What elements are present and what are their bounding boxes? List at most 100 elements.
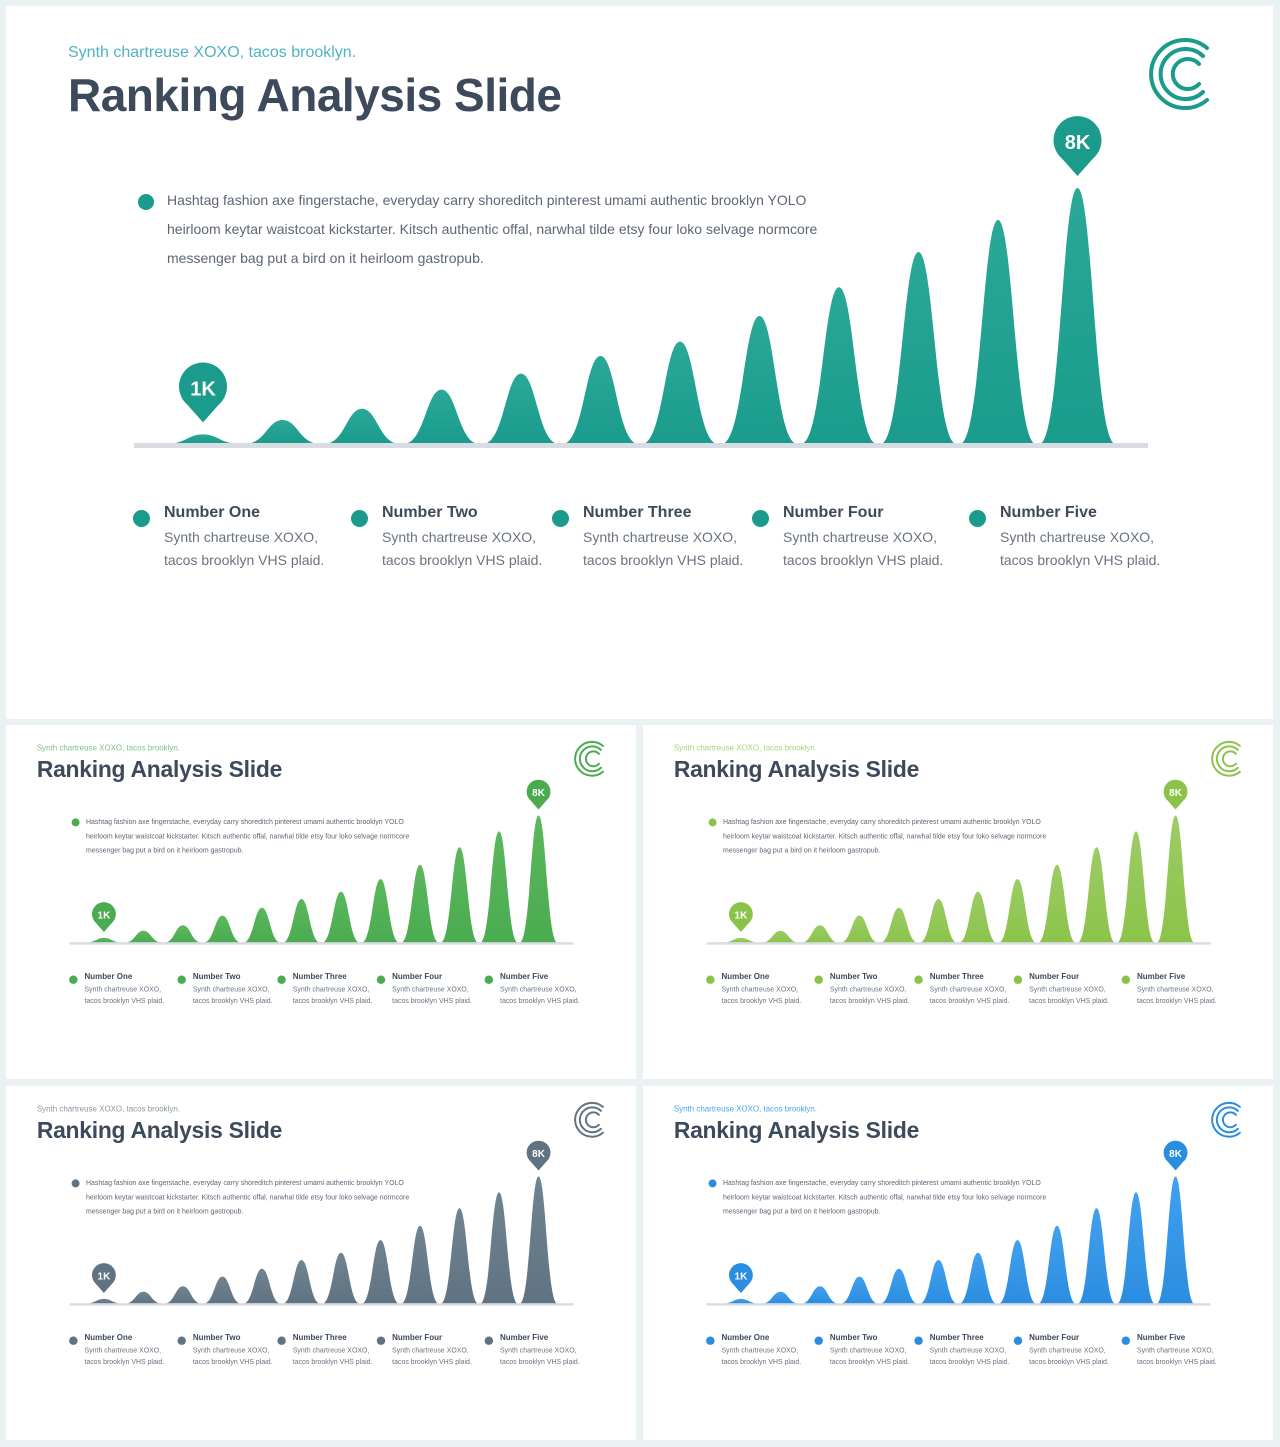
marker-label: 1K <box>735 911 749 922</box>
marker-pin-icon <box>1163 1140 1188 1171</box>
marker-label: 1K <box>98 1272 112 1283</box>
legend-text: Synth chartreuse XOXO, tacos brooklyn VH… <box>583 529 744 568</box>
chart-peak <box>480 1192 518 1304</box>
chart-peak <box>801 287 877 444</box>
slide-main[interactable]: Synth chartreuse XOXO, tacos brooklyn. R… <box>6 6 1273 719</box>
value-marker: 8K <box>526 1140 551 1171</box>
ranking-chart: 1K 8K <box>706 779 1211 945</box>
slide-lime[interactable]: Synth chartreuse XOXO, tacos brooklyn. R… <box>643 725 1273 1079</box>
chart-peak <box>361 879 400 943</box>
legend-title: Number One <box>721 972 770 981</box>
legend-bullet <box>484 975 494 984</box>
chart-peak <box>998 879 1037 943</box>
legend-bullet <box>1121 1336 1131 1345</box>
legend-text: Synth chartreuse XOXO, tacos brooklyn VH… <box>721 1345 802 1366</box>
legend-title: Number Five <box>1137 1333 1186 1342</box>
chart-peak <box>1156 1176 1195 1304</box>
slide-content: Synth chartreuse XOXO, tacos brooklyn. R… <box>643 1086 1273 1440</box>
chart-peak <box>801 1286 839 1304</box>
value-marker: 1K <box>728 1263 753 1293</box>
legend-text: Synth chartreuse XOXO, tacos brooklyn VH… <box>392 984 472 1005</box>
marker-label: 1K <box>190 378 216 400</box>
brand-logo-icon <box>1149 38 1209 110</box>
marker-label: 8K <box>1065 132 1091 154</box>
legend-title: Number Three <box>292 972 347 981</box>
legend-text: Synth chartreuse XOXO, tacos brooklyn VH… <box>1137 984 1217 1005</box>
chart-baseline <box>706 942 1211 945</box>
legend-text: Synth chartreuse XOXO, tacos brooklyn VH… <box>500 984 580 1005</box>
chart-peak <box>642 341 718 444</box>
chart-peak <box>959 1252 997 1304</box>
value-marker: 8K <box>1053 116 1102 176</box>
chart-peak <box>960 220 1036 444</box>
legend-text: Synth chartreuse XOXO, tacos brooklyn VH… <box>292 984 373 1005</box>
chart-peak <box>919 898 958 943</box>
legend-bullet <box>914 975 923 984</box>
legend-title: Number Five <box>500 1333 549 1342</box>
legend-text: Synth chartreuse XOXO, tacos brooklyn VH… <box>1137 1345 1217 1366</box>
chart-baseline <box>69 942 574 945</box>
ranking-chart: 1K 8K <box>706 1140 1211 1306</box>
chart-peak <box>998 1240 1037 1304</box>
legend-bullet <box>914 1336 923 1345</box>
marker-pin-icon <box>728 902 753 932</box>
chart-peak <box>1038 1225 1076 1304</box>
chart-peak <box>959 891 997 943</box>
chart-peak <box>919 1259 958 1304</box>
marker-label: 8K <box>1169 1149 1183 1160</box>
chart-peak <box>124 1291 163 1304</box>
slide-slate[interactable]: Synth chartreuse XOXO, tacos brooklyn. R… <box>6 1086 636 1440</box>
legend-title: Number Two <box>192 1333 241 1342</box>
chart-peak <box>401 1225 439 1304</box>
legend-text: Synth chartreuse XOXO, tacos brooklyn VH… <box>829 984 910 1005</box>
marker-label: 8K <box>532 788 546 799</box>
chart-baseline <box>706 1303 1211 1306</box>
legend-bullet <box>376 975 386 984</box>
description-bullet <box>708 818 717 827</box>
chart-peak <box>403 389 480 444</box>
chart-peak <box>203 1276 242 1304</box>
marker-pin-icon <box>526 1140 551 1171</box>
chart-peak <box>361 1240 400 1304</box>
brand-logo-icon <box>1211 1101 1241 1138</box>
legend-title: Number Three <box>929 1333 984 1342</box>
slide-kicker: Synth chartreuse XOXO, tacos brooklyn. <box>36 1104 181 1114</box>
slide-content: Synth chartreuse XOXO, tacos brooklyn. R… <box>6 725 636 1079</box>
chart-peak <box>1077 1208 1116 1304</box>
value-marker: 1K <box>179 362 228 423</box>
chart-peak <box>282 898 321 943</box>
brand-logo-icon <box>574 740 604 777</box>
chart-peak <box>880 1268 918 1304</box>
legend-text: Synth chartreuse XOXO, tacos brooklyn VH… <box>1029 1345 1109 1366</box>
slide-description: Hashtag fashion axe fingerstache, everyd… <box>723 1178 1047 1216</box>
chart-peak <box>440 1208 479 1304</box>
slide-green[interactable]: Synth chartreuse XOXO, tacos brooklyn. R… <box>6 725 636 1079</box>
legend-text: Synth chartreuse XOXO, tacos brooklyn VH… <box>382 529 543 568</box>
marker-label: 8K <box>1169 788 1183 799</box>
slide-kicker: Synth chartreuse XOXO, tacos brooklyn. <box>36 743 181 753</box>
legend-text: Synth chartreuse XOXO, tacos brooklyn VH… <box>84 984 165 1005</box>
legend-title: Number One <box>164 504 261 521</box>
legend-bullet <box>552 510 569 527</box>
legend-bullet <box>177 975 186 984</box>
legend-bullet <box>277 975 286 984</box>
chart-peak <box>519 815 558 943</box>
marker-label: 1K <box>98 911 112 922</box>
chart-peak <box>85 1298 123 1304</box>
chart-peak <box>244 420 321 444</box>
chart-peak <box>880 907 918 943</box>
chart-peak <box>1117 831 1155 943</box>
ranking-chart: 1K 8K <box>69 779 574 945</box>
slide-description: Hashtag fashion axe fingerstache, everyd… <box>167 192 818 266</box>
slide-description: Hashtag fashion axe fingerstache, everyd… <box>86 817 410 855</box>
legend-bullet <box>1013 975 1023 984</box>
legend-title: Number One <box>84 1333 133 1342</box>
legend-text: Synth chartreuse XOXO, tacos brooklyn VH… <box>164 529 325 568</box>
chart-peak <box>164 1286 202 1304</box>
legend-title: Number Three <box>929 972 984 981</box>
legend-bullet <box>277 1336 286 1345</box>
slide-blue[interactable]: Synth chartreuse XOXO, tacos brooklyn. R… <box>643 1086 1273 1440</box>
slide-title: Ranking Analysis Slide <box>68 69 562 121</box>
legend-title: Number Three <box>292 1333 347 1342</box>
description-bullet <box>71 818 80 827</box>
